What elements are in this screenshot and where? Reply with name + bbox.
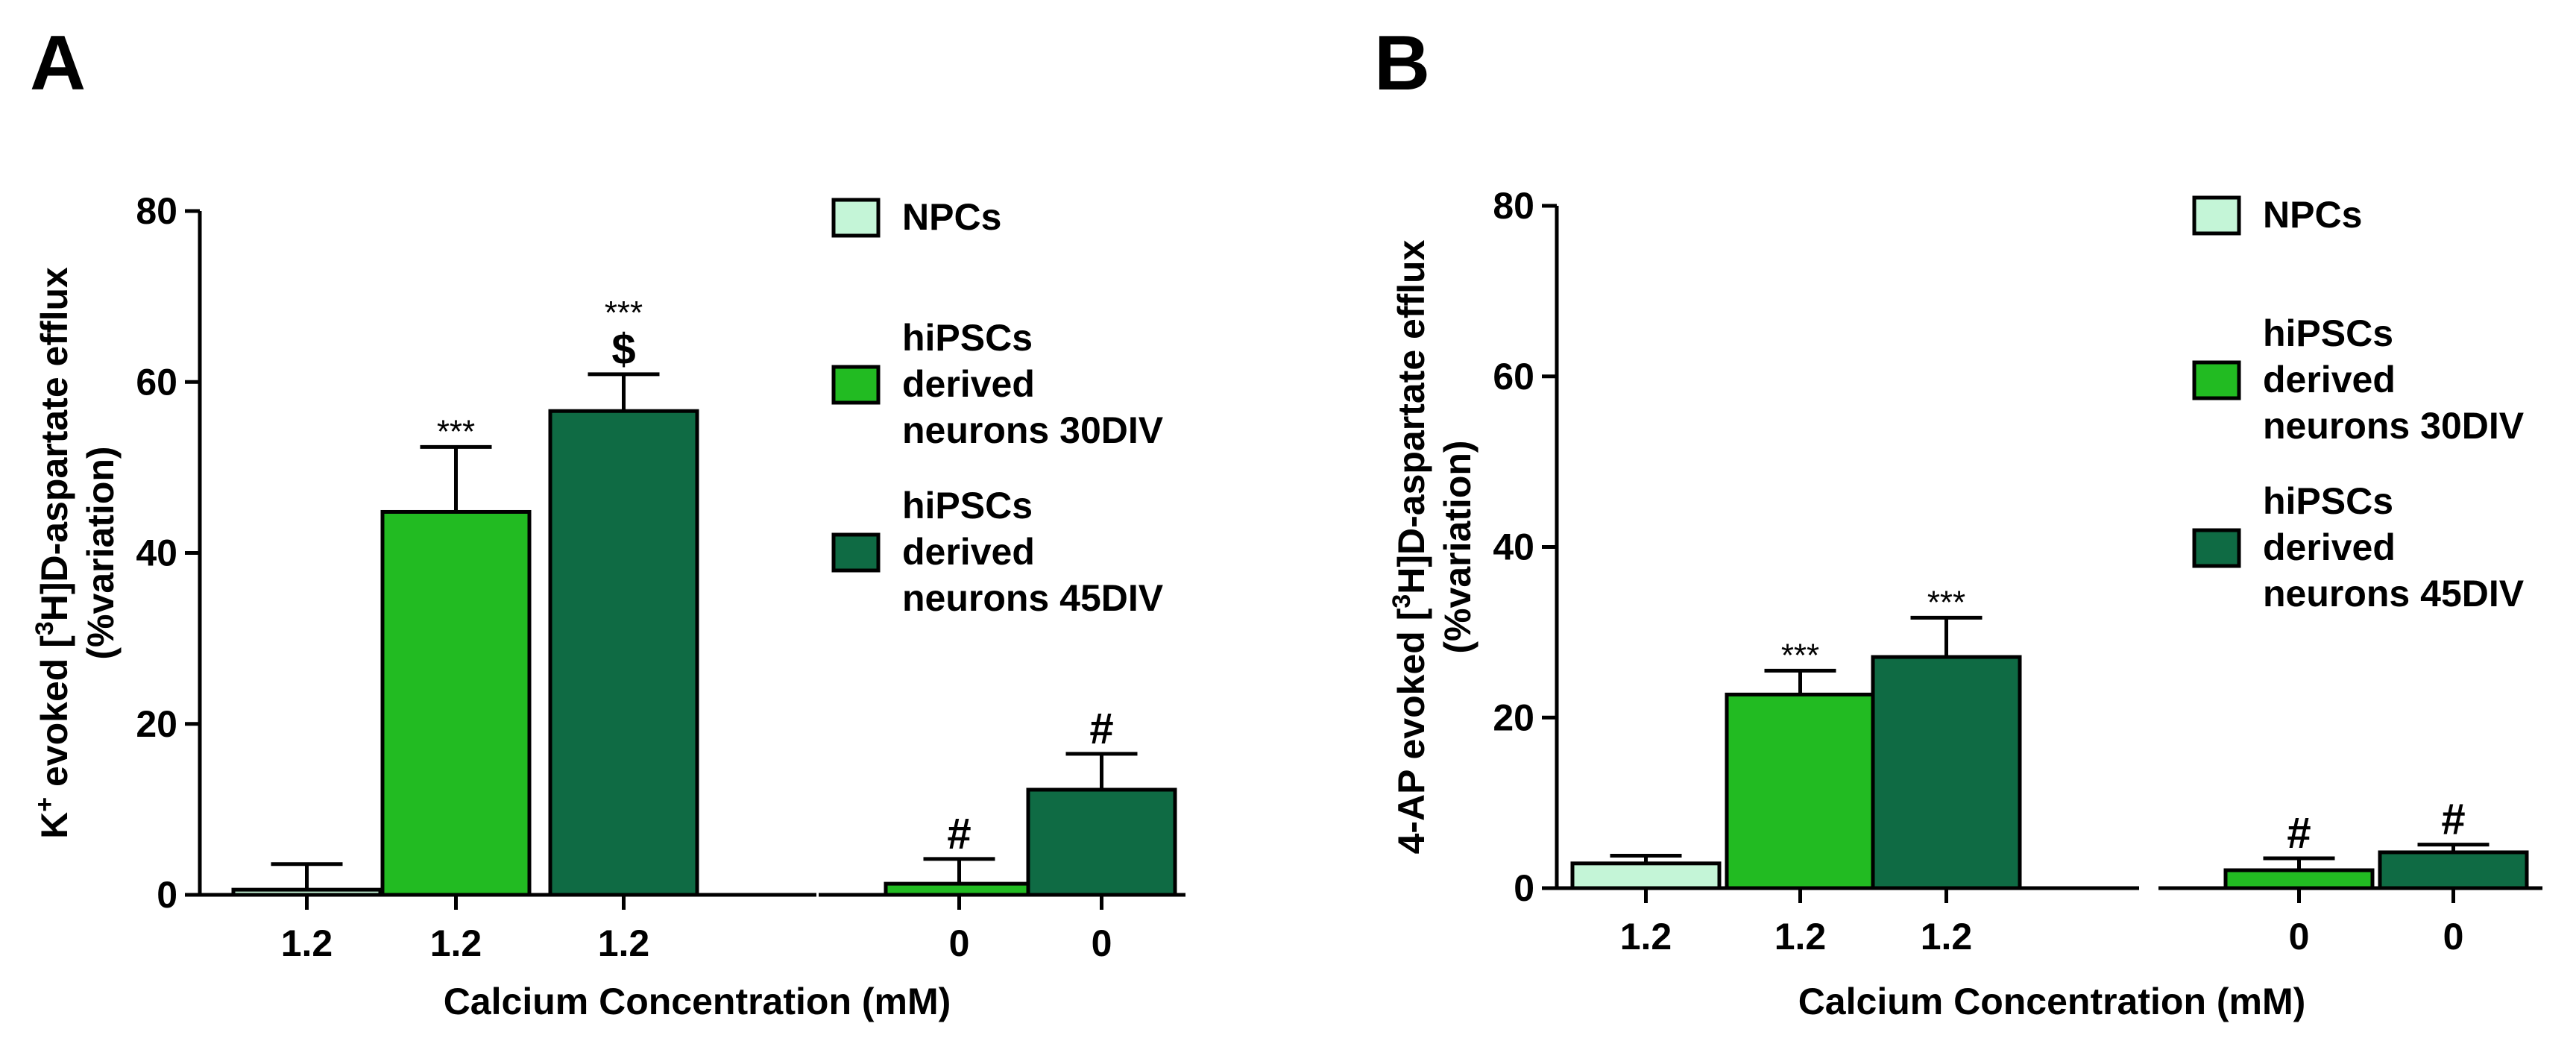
x-tick-label: 0 bbox=[949, 922, 970, 964]
y-tick-label: 80 bbox=[136, 190, 177, 232]
y-axis-title-line2: (%variation) bbox=[1437, 440, 1478, 653]
significance-marker: *** bbox=[605, 295, 643, 331]
x-tick-label: 1.2 bbox=[1774, 916, 1827, 957]
panel-B: B 0 20 40 60 80 1.2 1.2 *** 1.2 *** 0 #0 #4-AP evoked… bbox=[1374, 20, 2542, 1022]
bar bbox=[548, 409, 699, 897]
legend-label: hiPSCs bbox=[902, 485, 1033, 526]
x-tick-label: 1.2 bbox=[1921, 916, 1973, 957]
y-tick-label: 60 bbox=[136, 361, 177, 403]
panel-letter: A bbox=[30, 20, 86, 107]
significance-marker: # bbox=[1089, 705, 1113, 753]
panel-letter: B bbox=[1374, 20, 1430, 107]
bar bbox=[231, 887, 382, 897]
significance-marker: # bbox=[947, 810, 971, 858]
y-tick-label: 20 bbox=[136, 703, 177, 745]
y-axis-title: 4-AP evoked [3H]D-aspartate efflux bbox=[1388, 239, 1432, 854]
legend-label: derived bbox=[2263, 526, 2396, 568]
legend-swatch bbox=[2192, 528, 2241, 568]
y-tick-label: 20 bbox=[1493, 696, 1534, 738]
y-tick-label: 40 bbox=[1493, 526, 1534, 568]
legend-label: neurons 45DIV bbox=[2263, 573, 2525, 614]
significance-marker: *** bbox=[1781, 637, 1819, 673]
y-tick-label: 0 bbox=[1514, 867, 1534, 909]
bar bbox=[1871, 655, 2022, 890]
y-axis-title: K+ evoked [3H]D-aspartate efflux bbox=[31, 267, 75, 839]
legend-label: NPCs bbox=[2263, 194, 2362, 236]
x-tick-label: 1.2 bbox=[281, 922, 333, 964]
legend-label: neurons 30DIV bbox=[902, 409, 1164, 451]
legend-label: derived bbox=[2263, 359, 2396, 400]
x-tick-label: 1.2 bbox=[598, 922, 650, 964]
legend-swatch bbox=[831, 198, 881, 238]
legend-label: hiPSCs bbox=[2263, 312, 2393, 354]
bar bbox=[884, 881, 1035, 897]
bar bbox=[1725, 692, 1876, 890]
y-tick-label: 40 bbox=[136, 532, 177, 574]
x-tick-label: 0 bbox=[2289, 916, 2310, 957]
legend-label: neurons 30DIV bbox=[2263, 405, 2525, 447]
bar bbox=[2378, 850, 2529, 890]
bar bbox=[380, 509, 532, 897]
x-tick-label: 1.2 bbox=[1620, 916, 1672, 957]
bar bbox=[2223, 868, 2375, 890]
legend-label: derived bbox=[902, 531, 1035, 573]
significance-marker: # bbox=[2441, 796, 2465, 844]
legend-label: NPCs bbox=[902, 196, 1001, 238]
significance-marker: *** bbox=[437, 413, 475, 450]
legend-label: hiPSCs bbox=[2263, 480, 2393, 522]
bar bbox=[1026, 787, 1177, 897]
legend-swatch bbox=[831, 365, 881, 405]
legend-label: neurons 45DIV bbox=[902, 577, 1164, 619]
bar bbox=[1570, 861, 1722, 890]
legend-swatch bbox=[2192, 195, 2241, 236]
legend-label: derived bbox=[902, 363, 1035, 405]
y-tick-label: 60 bbox=[1493, 356, 1534, 397]
x-axis-title: Calcium Concentration (mM) bbox=[444, 981, 951, 1022]
legend-swatch bbox=[831, 532, 881, 573]
legend-label: hiPSCs bbox=[902, 317, 1033, 359]
x-tick-label: 0 bbox=[1092, 922, 1112, 964]
x-tick-label: 0 bbox=[2443, 916, 2464, 957]
significance-marker: $ bbox=[611, 325, 635, 374]
y-axis-title-line2: (%variation) bbox=[80, 446, 122, 659]
y-tick-label: 80 bbox=[1493, 185, 1534, 227]
x-tick-label: 1.2 bbox=[430, 922, 482, 964]
significance-marker: *** bbox=[1927, 584, 1965, 620]
legend-swatch bbox=[2192, 360, 2241, 400]
y-tick-label: 0 bbox=[157, 874, 177, 916]
x-axis-title: Calcium Concentration (mM) bbox=[1798, 981, 2306, 1022]
significance-marker: # bbox=[2287, 809, 2311, 858]
